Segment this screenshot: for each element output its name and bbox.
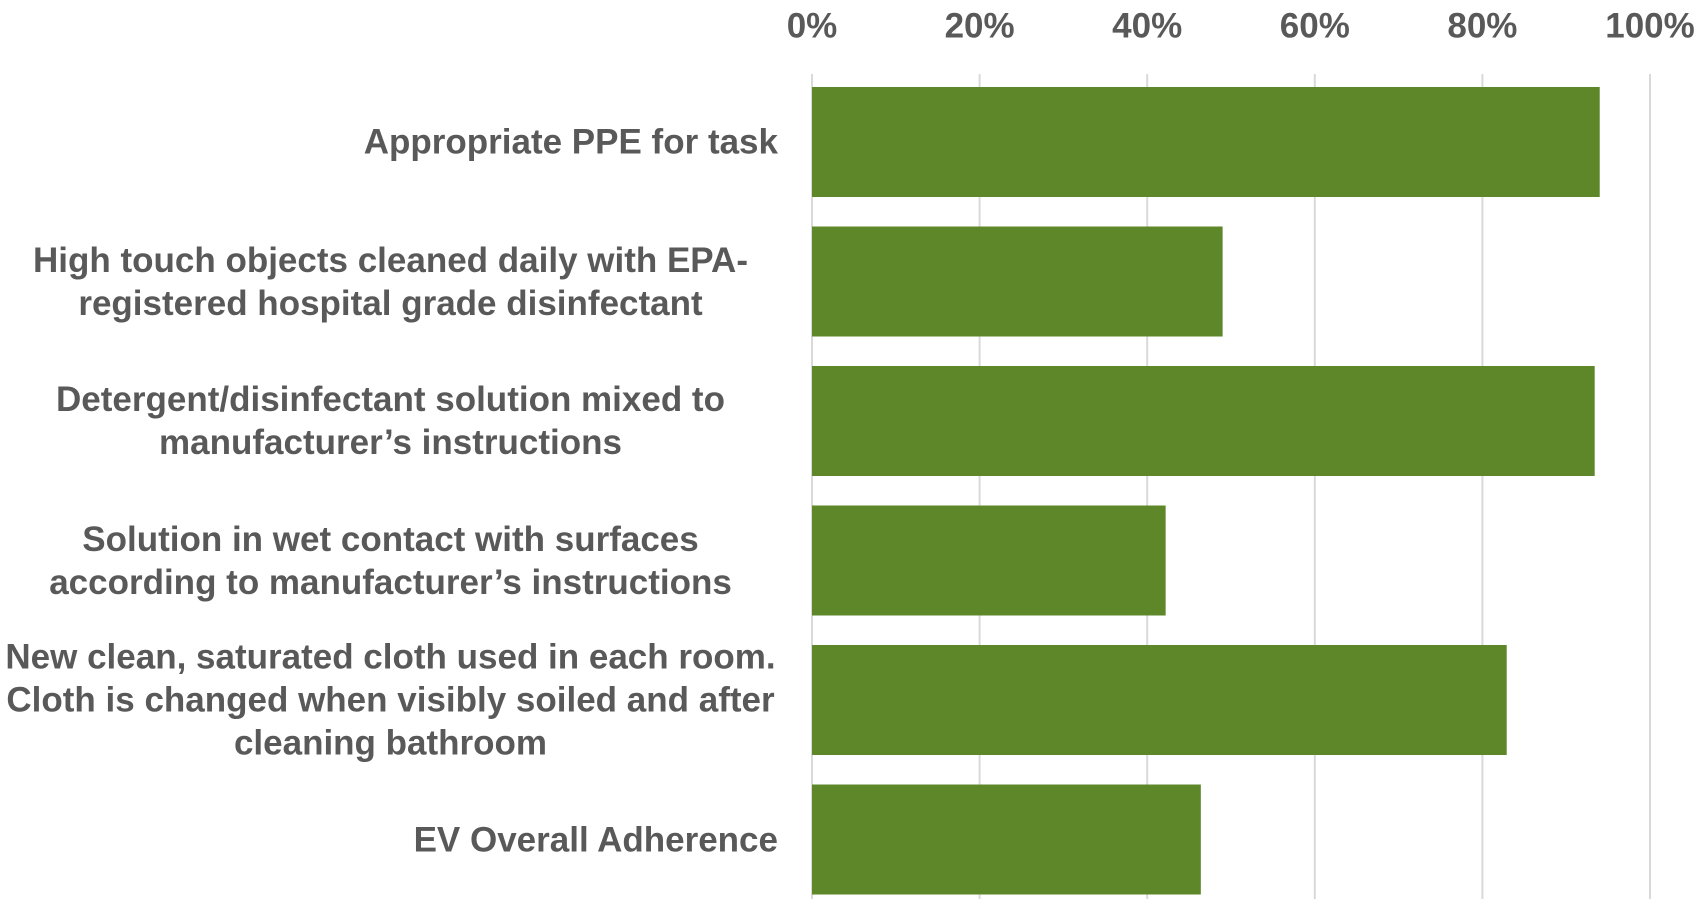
x-tick-label: 40%: [1112, 6, 1182, 45]
bar: [812, 366, 1595, 476]
category-label: EV Overall Adherence: [413, 820, 778, 859]
category-label: High touch objects cleaned daily with EP…: [32, 240, 748, 323]
category-label: New clean, saturated cloth used in each …: [5, 637, 776, 763]
category-label: Appropriate PPE for task: [363, 122, 778, 162]
x-tick-label: 80%: [1447, 6, 1517, 45]
bar: [812, 645, 1507, 755]
bar: [812, 226, 1223, 337]
x-tick-label: 20%: [945, 6, 1015, 45]
category-label: Detergent/disinfectant solution mixed to…: [56, 380, 725, 462]
bar: [812, 784, 1201, 895]
bar: [812, 87, 1600, 197]
bar: [812, 505, 1166, 616]
x-tick-label: 0%: [787, 6, 838, 45]
x-tick-label: 60%: [1280, 6, 1350, 45]
x-tick-label: 100%: [1605, 6, 1695, 45]
category-label: Solution in wet contact with surfaces ac…: [49, 519, 732, 602]
